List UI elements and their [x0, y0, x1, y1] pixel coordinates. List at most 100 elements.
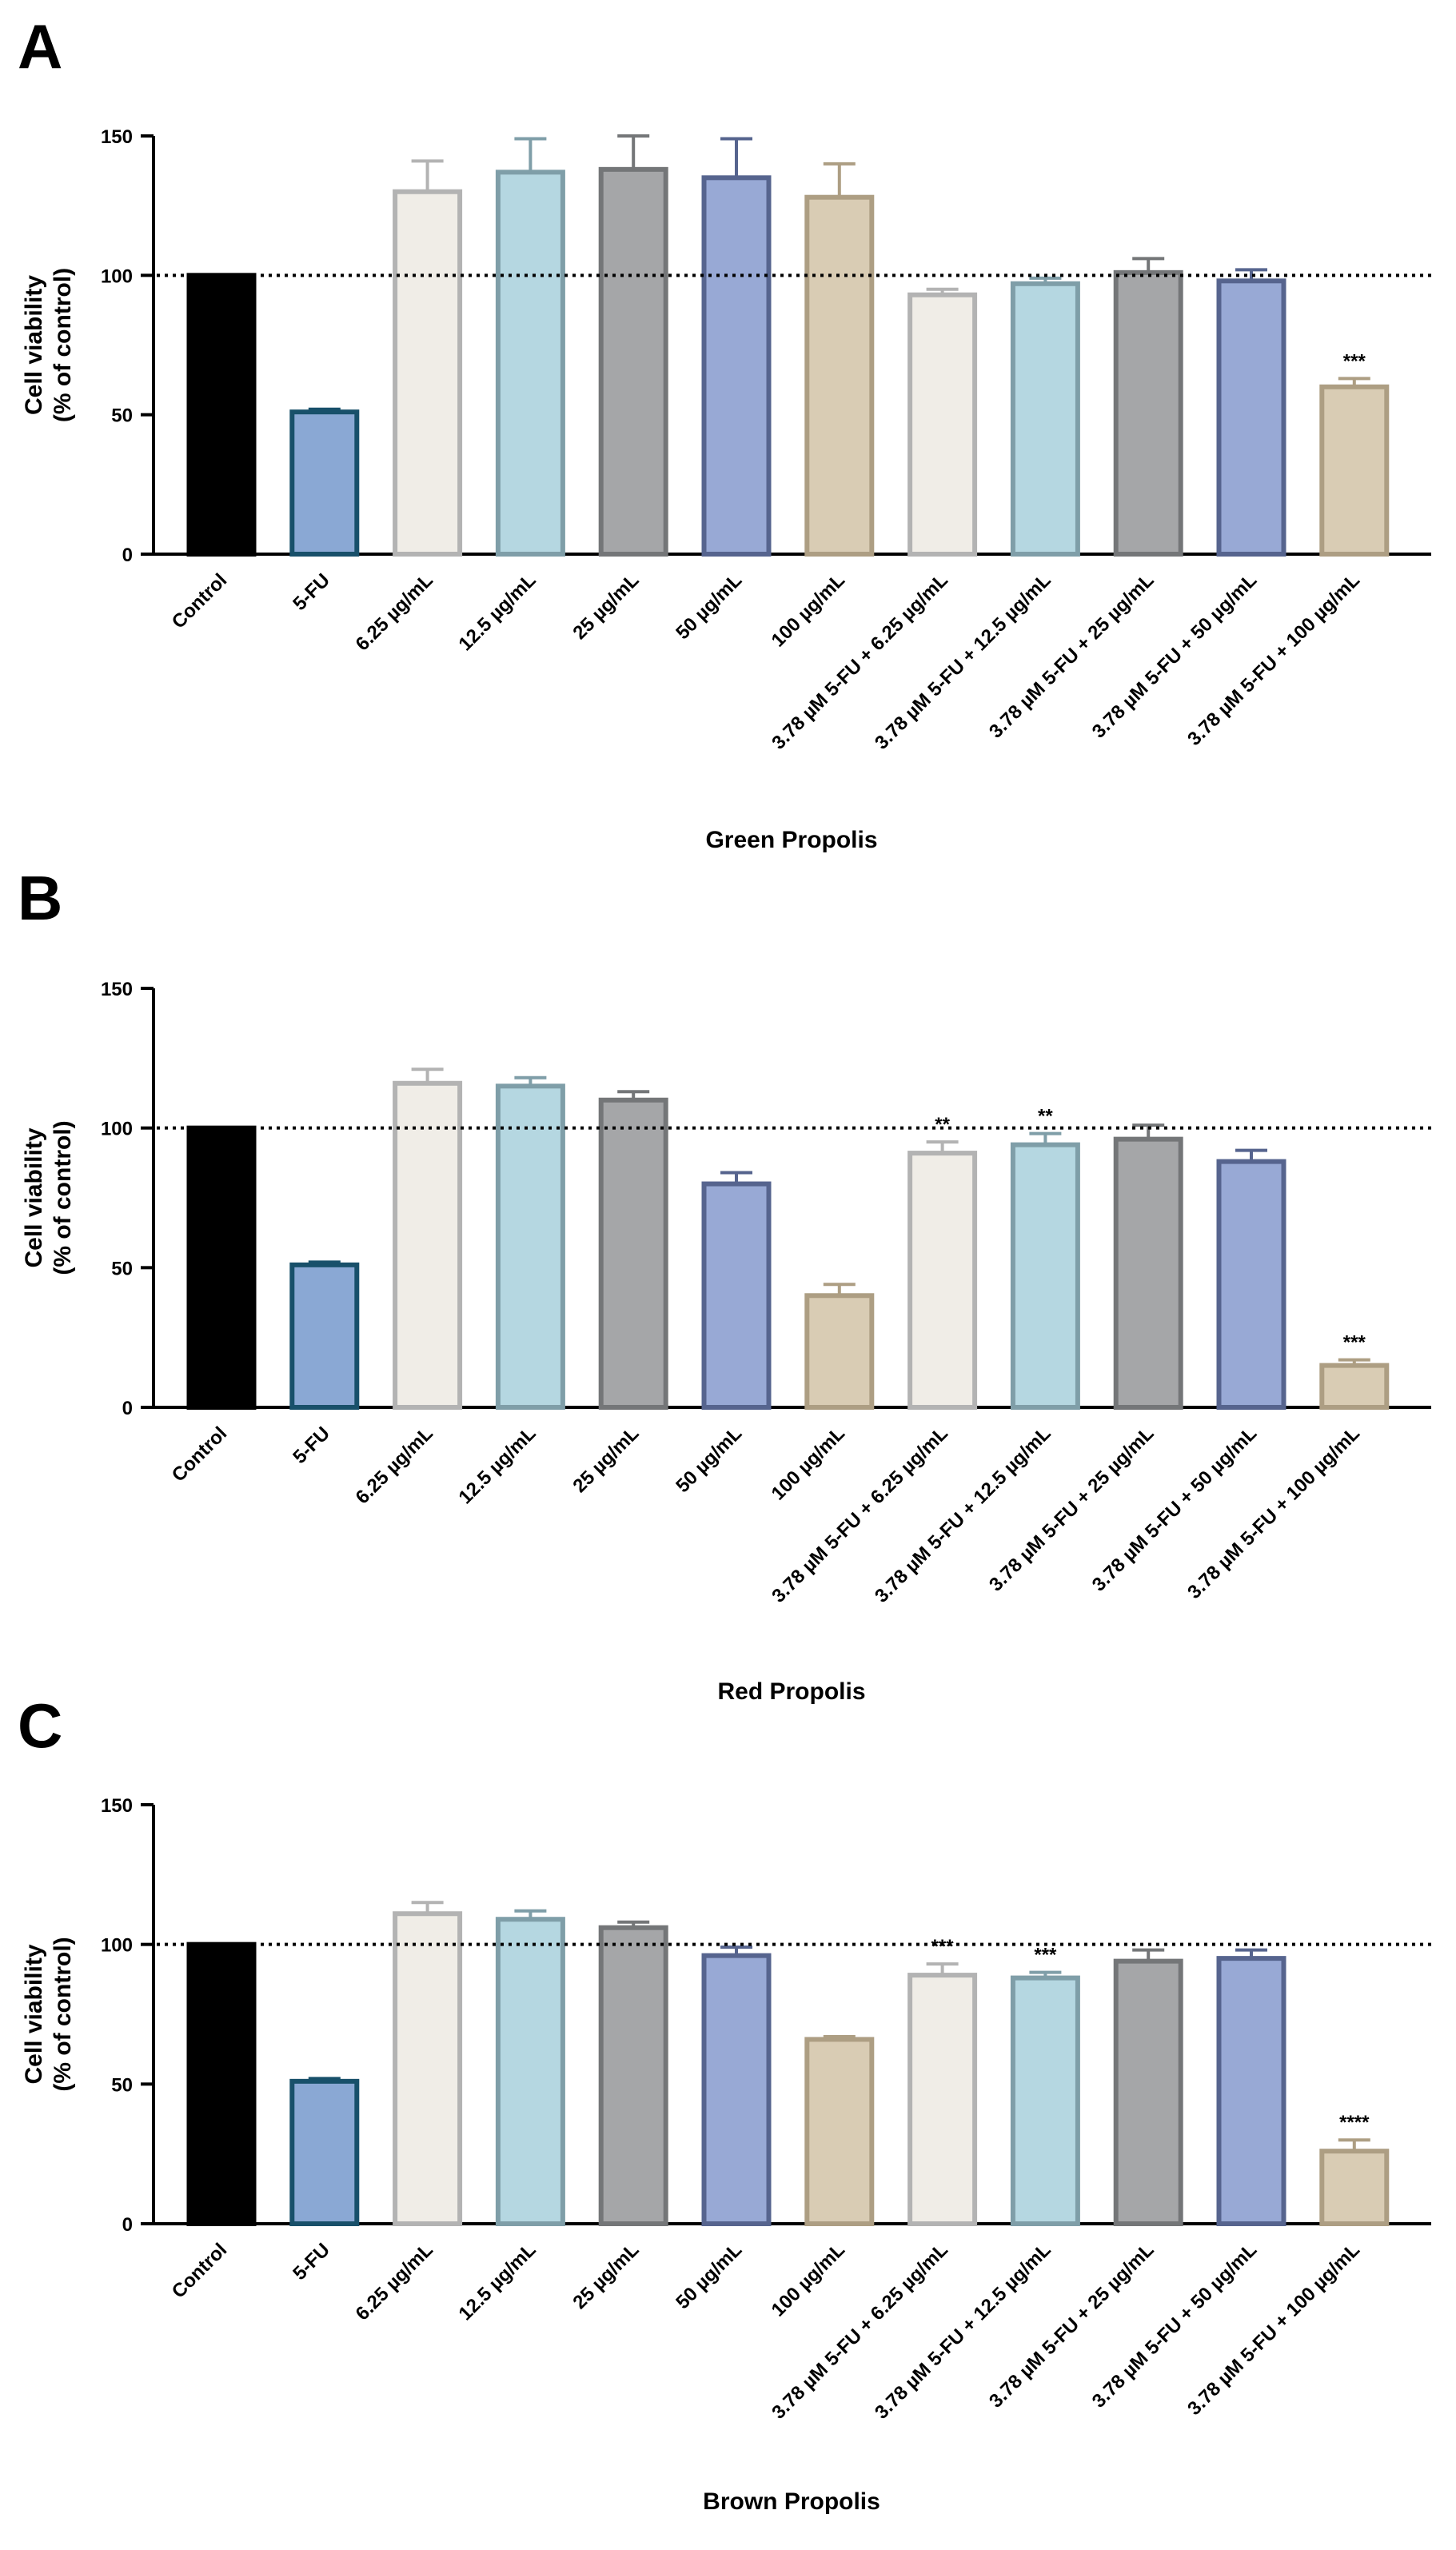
bar [495, 1083, 565, 1411]
y-tick-label: 50 [111, 405, 133, 427]
panel-letter: A [18, 11, 62, 82]
bar [393, 189, 463, 557]
y-axis-label: Cell viability [21, 1127, 47, 1267]
bar [289, 409, 360, 557]
category-label: 3.78 µM 5-FU + 6.25 µg/mL [768, 2239, 952, 2424]
category-label: 5-FU [289, 569, 334, 615]
y-tick-label: 150 [101, 979, 133, 1000]
bar [1319, 384, 1390, 557]
category-label: 25 µg/mL [568, 2239, 643, 2313]
bar [701, 175, 772, 557]
bar [804, 1293, 875, 1411]
bar [393, 1080, 463, 1410]
bar [186, 273, 257, 557]
category-label: 25 µg/mL [568, 1423, 643, 1497]
bar [495, 1917, 565, 2226]
category-label: Control [168, 569, 231, 633]
bar [495, 170, 565, 557]
bar [598, 166, 668, 557]
category-label: 50 µg/mL [672, 1423, 746, 1497]
bar [1010, 1142, 1080, 1411]
category-label: 3.78 µM 5-FU + 50 µg/mL [1088, 1423, 1261, 1595]
bar [1010, 281, 1080, 557]
bar [598, 1925, 668, 2227]
bar [1216, 278, 1286, 557]
category-label: 12.5 µg/mL [454, 1423, 540, 1508]
category-label: 3.78 µM 5-FU + 100 µg/mL [1183, 2239, 1364, 2420]
category-label: 6.25 µg/mL [352, 569, 437, 655]
bar [1010, 1975, 1080, 2226]
bar [908, 1973, 978, 2226]
category-label: 3.78 µM 5-FU + 12.5 µg/mL [871, 1423, 1055, 1607]
bar [908, 292, 978, 557]
category-label: 5-FU [289, 2239, 334, 2285]
significance-label: *** [1343, 1332, 1366, 1354]
category-label: 100 µg/mL [768, 2239, 849, 2321]
x-axis-label: Red Propolis [717, 1678, 865, 1705]
category-label: 100 µg/mL [768, 569, 849, 651]
significance-label: *** [1034, 1945, 1057, 1966]
y-axis-label: Cell viability [21, 275, 47, 415]
category-label: Control [168, 1423, 231, 1486]
category-label: 6.25 µg/mL [352, 2239, 437, 2325]
y-axis-label: (% of control) [50, 268, 76, 422]
y-axis-label: (% of control) [50, 1937, 76, 2091]
y-tick-label: 0 [122, 2214, 133, 2236]
category-label: 3.78 µM 5-FU + 50 µg/mL [1088, 569, 1261, 742]
category-label: 3.78 µM 5-FU + 50 µg/mL [1088, 2239, 1261, 2412]
bar [1113, 1136, 1183, 1410]
significance-label: ** [935, 1114, 950, 1135]
category-label: 5-FU [289, 1423, 334, 1468]
category-label: 3.78 µM 5-FU + 25 µg/mL [985, 1423, 1158, 1595]
category-label: 3.78 µM 5-FU + 100 µg/mL [1183, 1423, 1364, 1603]
panel-letter: B [18, 863, 62, 933]
bar [701, 1953, 772, 2226]
category-label: 25 µg/mL [568, 569, 643, 644]
bar [1113, 269, 1183, 557]
category-label: 3.78 µM 5-FU + 100 µg/mL [1183, 569, 1364, 750]
category-label: Control [168, 2239, 231, 2302]
bar [1319, 1363, 1390, 1410]
bar [908, 1151, 978, 1411]
bar [186, 1125, 257, 1410]
y-tick-label: 0 [122, 545, 133, 566]
y-axis-label: Cell viability [21, 1944, 47, 2084]
category-label: 12.5 µg/mL [454, 2239, 540, 2325]
bar [186, 1941, 257, 2227]
y-tick-label: 100 [101, 265, 133, 287]
category-label: 3.78 µM 5-FU + 12.5 µg/mL [871, 569, 1055, 754]
bar [1319, 2149, 1390, 2227]
bar [1216, 1956, 1286, 2226]
category-label: 3.78 µM 5-FU + 25 µg/mL [985, 2239, 1158, 2412]
y-tick-label: 50 [111, 1258, 133, 1279]
y-tick-label: 100 [101, 1119, 133, 1140]
y-tick-label: 150 [101, 126, 133, 148]
y-tick-label: 150 [101, 1795, 133, 1817]
category-label: 3.78 µM 5-FU + 6.25 µg/mL [768, 569, 952, 754]
y-axis-label: (% of control) [50, 1120, 76, 1275]
bar [804, 194, 875, 557]
category-label: 12.5 µg/mL [454, 569, 540, 655]
x-axis-label: Brown Propolis [703, 2488, 880, 2515]
category-label: 6.25 µg/mL [352, 1423, 437, 1508]
significance-label: ** [1038, 1106, 1053, 1127]
category-label: 3.78 µM 5-FU + 6.25 µg/mL [768, 1423, 952, 1607]
category-label: 100 µg/mL [768, 1423, 849, 1504]
chart-panel-c: C 0 50 100 150 Cell viability (% of control) Co… [18, 1690, 1431, 2515]
category-label: 50 µg/mL [672, 569, 746, 644]
y-tick-label: 100 [101, 1935, 133, 1957]
category-label: 3.78 µM 5-FU + 25 µg/mL [985, 569, 1158, 742]
panel-letter: C [18, 1690, 62, 1761]
significance-label: *** [931, 1936, 955, 1957]
category-label: 50 µg/mL [672, 2239, 746, 2313]
significance-label: *** [1343, 350, 1366, 372]
bar [701, 1181, 772, 1410]
significance-label: **** [1339, 2112, 1370, 2133]
bar [598, 1097, 668, 1410]
chart-panel-b: B 0 50 100 150 Cell viability (% of control) Co… [18, 863, 1431, 1705]
bar [804, 2037, 875, 2226]
x-axis-label: Green Propolis [705, 827, 877, 853]
bar [289, 2078, 360, 2227]
bar [393, 1911, 463, 2226]
bar [289, 1262, 360, 1410]
